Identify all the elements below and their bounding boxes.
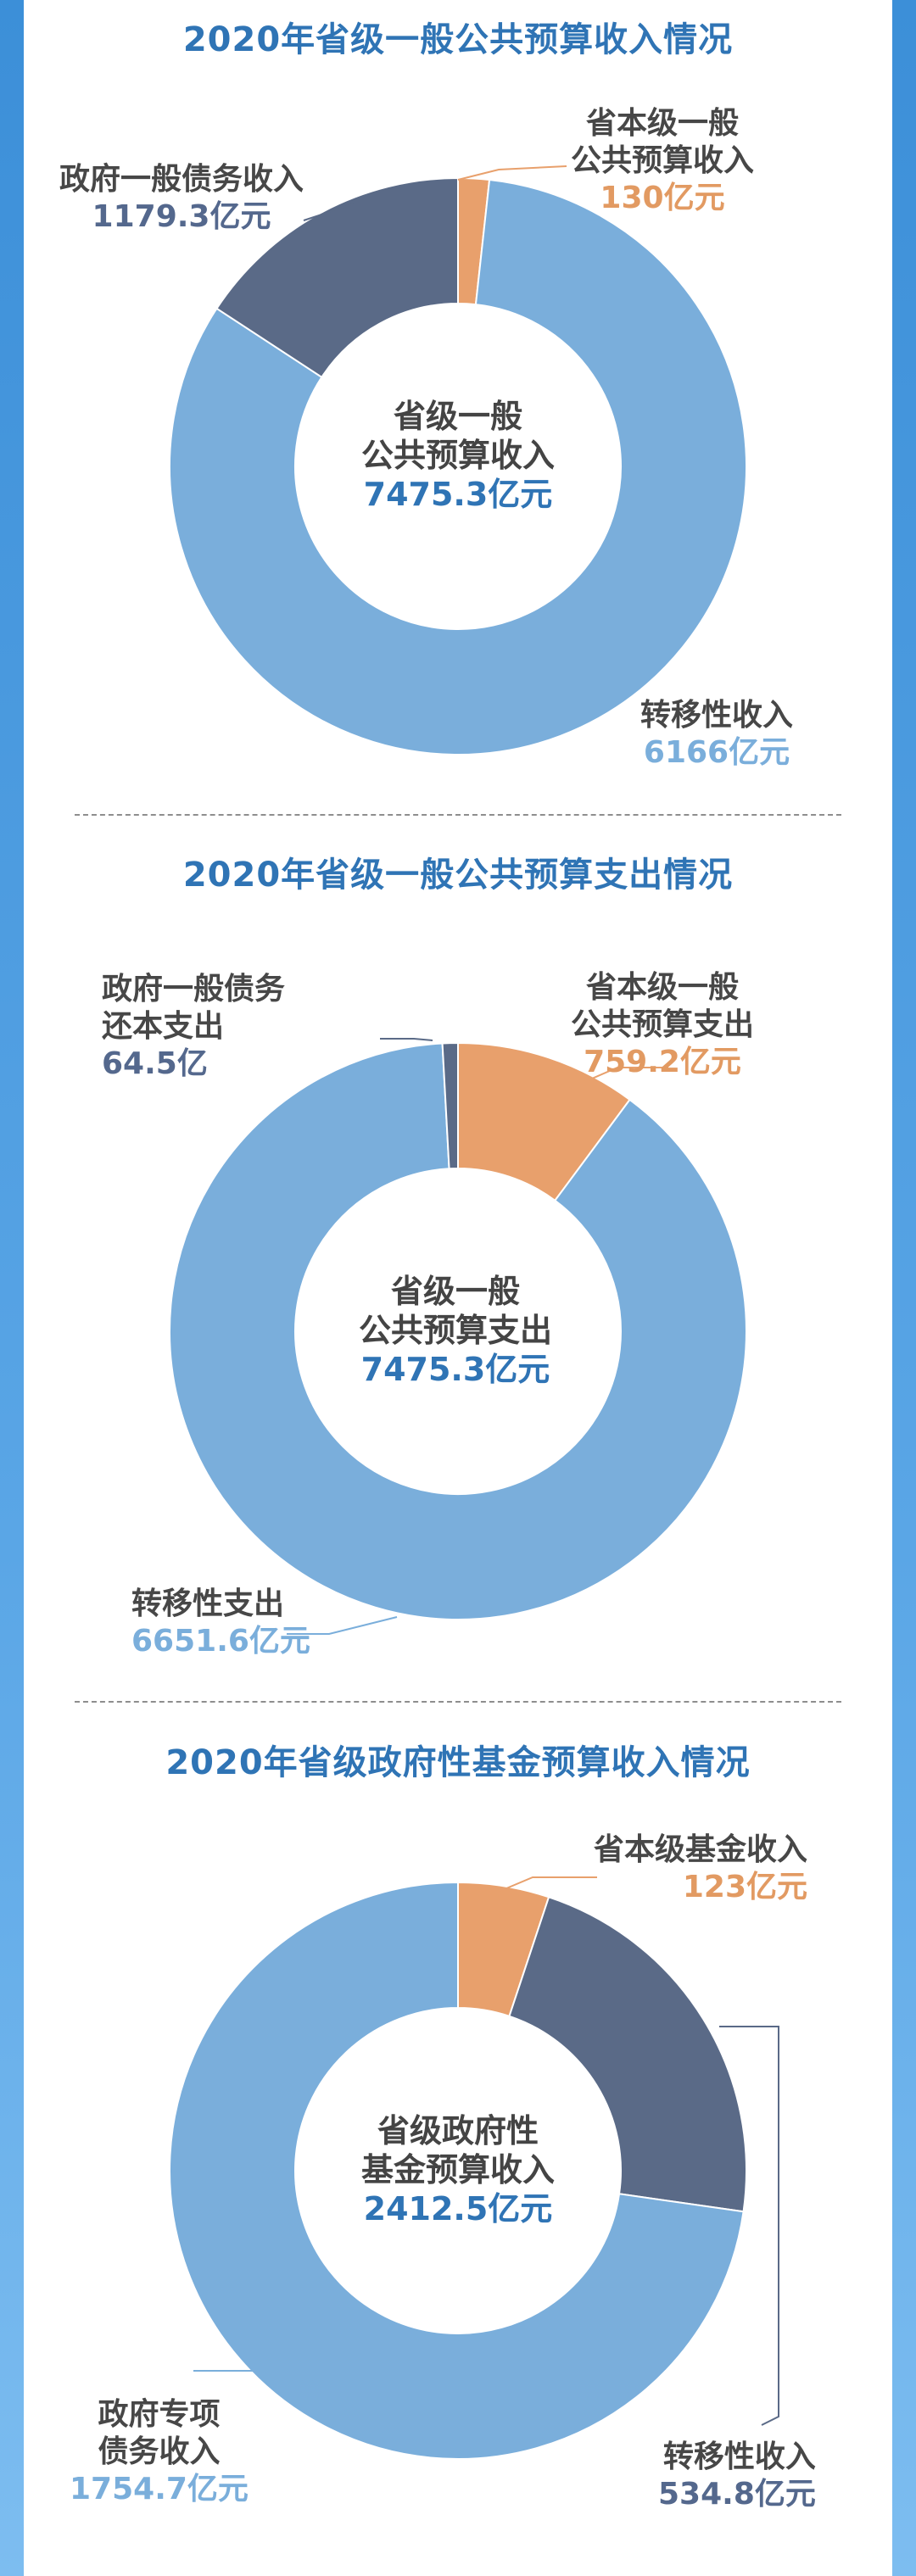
donut-slice-2	[169, 1042, 747, 1620]
slice-label-line: 转移性收入	[662, 2439, 816, 2474]
slice-label-special-debt: 政府专项 债务收入 1754.7亿元	[70, 2396, 249, 2508]
slice-label-line: 债务收入	[98, 2434, 221, 2469]
center-label-line: 基金预算收入	[360, 2151, 555, 2188]
center-label-line: 省级政府性	[377, 2112, 539, 2149]
donut-center-label: 省级一般 公共预算支出 7475.3亿元	[320, 1272, 591, 1389]
slice-label-line: 省本级基金收入	[594, 1832, 808, 1867]
slice-label-line: 省本级一般	[586, 106, 740, 141]
leader-line	[303, 203, 355, 221]
slice-value: 64.5亿	[102, 1046, 208, 1081]
slice-label-debt-repayment: 政府一般债务 还本支出 64.5亿	[102, 971, 285, 1083]
center-label-line: 公共预算收入	[360, 437, 555, 474]
donut-slice-2	[169, 178, 747, 756]
leader-line	[500, 1876, 597, 1892]
chart-title: 2020年省级一般公共预算收入情况	[182, 20, 734, 59]
leader-line	[719, 2026, 779, 2426]
leader-line	[566, 1067, 668, 1090]
leader-line	[287, 1616, 398, 1635]
leader-line	[457, 165, 567, 181]
center-value: 7475.3亿元	[360, 1351, 550, 1388]
slice-label-line: 公共预算支出	[571, 1007, 755, 1042]
chart-section-budget-expenditure: 2020年省级一般公共预算支出情况 省级一般 公共预算支出 7475.3亿元 省…	[24, 835, 892, 1692]
slice-label-line: 公共预算收入	[571, 143, 755, 178]
slice-label-line: 政府一般债务收入	[59, 162, 304, 197]
slice-label-debt: 政府一般债务收入 1179.3亿元	[59, 161, 304, 236]
slice-label-transfer: 转移性收入 534.8亿元	[658, 2439, 816, 2513]
donut-chart-budget-expenditure	[169, 1038, 747, 1635]
donut-slice-3	[441, 1041, 459, 1170]
center-label-line: 公共预算支出	[358, 1312, 552, 1349]
slice-label-province-level: 省本级一般 公共预算收入 130亿元	[571, 105, 754, 217]
slice-label-line: 还本支出	[102, 1009, 225, 1044]
slice-value: 534.8亿元	[658, 2477, 816, 2512]
center-label-line: 省级一般	[390, 1273, 520, 1310]
donut-center-label: 省级一般 公共预算收入 7475.3亿元	[322, 397, 594, 514]
slice-value: 6651.6亿元	[131, 1624, 310, 1659]
slice-value: 759.2亿元	[584, 1045, 741, 1079]
chart-title: 2020年省级一般公共预算支出情况	[182, 856, 734, 895]
slice-label-line: 转移性支出	[131, 1586, 285, 1621]
center-value: 7475.3亿元	[363, 476, 553, 513]
chart-title: 2020年省级政府性基金预算收入情况	[165, 1743, 751, 1782]
slice-value: 1754.7亿元	[70, 2472, 249, 2506]
donut-chart-fund-revenue	[169, 1876, 779, 2460]
slice-label-line: 政府专项	[98, 2397, 221, 2432]
slice-label-line: 省本级一般	[586, 970, 740, 1005]
center-label-line: 省级一般	[393, 398, 522, 435]
slice-label-line: 转移性收入	[640, 698, 794, 733]
chart-section-fund-revenue: 2020年省级政府性基金预算收入情况 省级政府性 基金预算收入 2412.5亿元…	[24, 1721, 892, 2561]
center-value: 2412.5亿元	[363, 2190, 553, 2228]
donut-slice-3	[215, 176, 459, 379]
section-divider	[75, 814, 841, 816]
slice-label-transfer: 转移性收入 6166亿元	[640, 697, 793, 772]
slice-value: 130亿元	[600, 181, 725, 215]
donut-slice-2	[508, 1896, 747, 2213]
leader-line	[380, 1038, 433, 1041]
slice-label-province-fund: 省本级基金收入 123亿元	[594, 1832, 807, 1906]
slice-value: 6166亿元	[643, 735, 790, 770]
donut-chart-budget-revenue	[169, 165, 747, 756]
slice-label-line: 政府一般债务	[102, 972, 286, 1006]
slice-value: 1179.3亿元	[92, 199, 271, 234]
donut-slice-3	[169, 1881, 745, 2460]
slice-value: 123亿元	[682, 1870, 808, 1904]
section-divider	[75, 1701, 841, 1703]
donut-center-label: 省级政府性 基金预算收入 2412.5亿元	[322, 2111, 594, 2228]
slice-label-transfer: 转移性支出 6651.6亿元	[131, 1586, 310, 1660]
infographic-card: 2020年省级一般公共预算收入情况 省级一般 公共预算收入 7475.3亿元 省…	[24, 0, 892, 2576]
chart-section-budget-revenue: 2020年省级一般公共预算收入情况 省级一般 公共预算收入 7475.3亿元 省…	[24, 0, 892, 814]
slice-label-province-level: 省本级一般 公共预算支出 759.2亿元	[571, 969, 754, 1081]
